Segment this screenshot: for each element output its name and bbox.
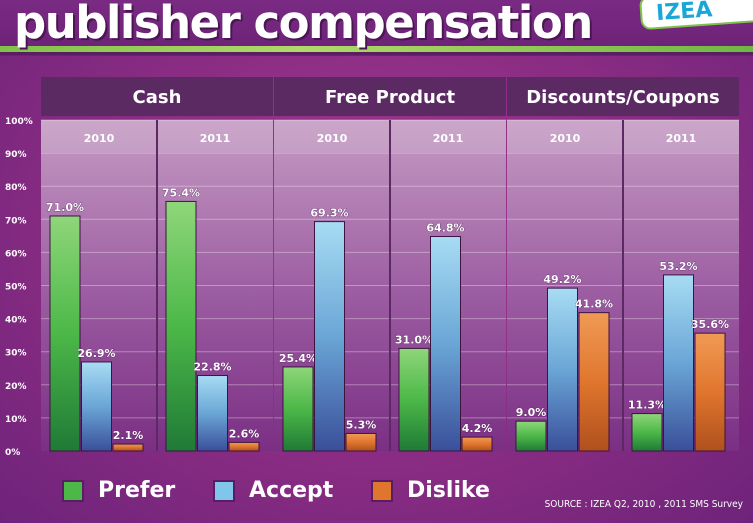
bar-accept — [197, 375, 228, 452]
header-stripe-shadow — [0, 52, 753, 55]
y-tick-label: 0% — [5, 448, 20, 458]
data-label: 5.3% — [346, 418, 377, 431]
data-label: 49.2% — [543, 273, 581, 286]
legend-swatch-dislike — [371, 479, 393, 502]
data-label: 41.8% — [575, 298, 613, 311]
y-tick-label: 90% — [5, 150, 27, 160]
year-label: 2010 — [84, 132, 115, 145]
bar-prefer — [398, 347, 430, 452]
bar-dislike — [461, 436, 493, 452]
legend-label: Prefer — [98, 478, 176, 503]
data-label: 2.1% — [113, 429, 144, 442]
year-label: 2011 — [433, 132, 464, 145]
chart-panel: Free Product 2010 25.4% 69.3% 5.3% 2011 31.0% 6… — [274, 77, 506, 452]
legend-label: Accept — [249, 478, 334, 503]
chart-legend: Prefer Accept Dislike — [0, 478, 520, 508]
data-label: 75.4% — [162, 186, 200, 199]
bar-prefer — [282, 366, 314, 452]
data-label: 31.0% — [395, 333, 433, 346]
bar-accept — [314, 221, 345, 452]
data-label: 4.2% — [462, 422, 493, 435]
bar-prefer — [165, 200, 197, 452]
bar-prefer — [515, 420, 547, 452]
data-label: 2.6% — [229, 427, 260, 440]
data-label: 9.0% — [516, 406, 547, 419]
bar-accept — [547, 287, 578, 452]
y-tick-label: 100% — [5, 117, 33, 127]
y-tick-label: 70% — [5, 216, 27, 226]
y-tick-label: 30% — [5, 349, 27, 359]
panel-title: Cash — [133, 87, 182, 108]
bar-dislike — [578, 312, 610, 452]
bar-prefer — [49, 215, 81, 452]
legend-item-accept: Accept — [213, 478, 333, 503]
bar-dislike — [694, 332, 726, 452]
data-label: 69.3% — [310, 207, 348, 220]
y-tick-label: 10% — [5, 415, 27, 425]
legend-swatch-accept — [213, 479, 235, 502]
legend-label: Dislike — [407, 478, 490, 503]
data-label: 35.6% — [691, 318, 729, 331]
y-tick-label: 80% — [5, 183, 27, 193]
y-tick-label: 40% — [5, 316, 27, 326]
data-label: 22.8% — [193, 361, 231, 374]
year-label: 2010 — [550, 132, 581, 145]
panel-title-band — [41, 77, 273, 116]
data-label: 25.4% — [279, 352, 317, 365]
panel-title: Free Product — [325, 87, 456, 108]
chart-panel: Cash 2010 71.0% 26.9% 2.1% 2011 75.4% 22.8% 2.6% — [41, 77, 273, 452]
bar-dislike — [228, 441, 260, 452]
panel-title: Discounts/Coupons — [526, 87, 720, 108]
panel-title-band — [507, 77, 739, 116]
panel-title-band — [274, 77, 506, 116]
page-title: publisher compensation — [14, 0, 593, 49]
legend-item-prefer: Prefer — [62, 478, 175, 503]
data-label: 71.0% — [46, 201, 84, 214]
bar-dislike — [345, 432, 377, 452]
y-tick-label: 50% — [5, 283, 27, 293]
y-tick-label: 20% — [5, 382, 27, 392]
chart-panel: Discounts/Coupons 2010 9.0% 49.2% 41.8% 2011 1… — [507, 77, 739, 452]
header-stripe — [0, 46, 753, 52]
bar-prefer — [631, 413, 663, 452]
data-label: 53.2% — [659, 260, 697, 273]
year-label: 2011 — [200, 132, 231, 145]
data-label: 11.3% — [628, 399, 666, 412]
source-note: SOURCE : IZEA Q2, 2010 , 2011 SMS Survey — [544, 499, 743, 510]
bar-accept — [81, 361, 112, 452]
y-tick-label: 60% — [5, 249, 27, 259]
legend-item-dislike: Dislike — [371, 478, 490, 503]
bar-dislike — [112, 443, 144, 452]
year-label: 2010 — [317, 132, 348, 145]
year-label: 2011 — [666, 132, 697, 145]
bar-accept — [430, 236, 461, 452]
data-label: 26.9% — [77, 347, 115, 360]
legend-swatch-prefer — [62, 479, 84, 502]
data-label: 64.8% — [426, 222, 464, 235]
bar-accept — [663, 274, 694, 452]
